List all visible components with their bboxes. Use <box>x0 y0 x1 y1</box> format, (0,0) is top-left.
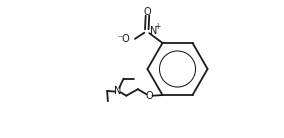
Text: O: O <box>144 6 151 17</box>
Text: O: O <box>146 91 153 101</box>
Text: N: N <box>114 86 122 96</box>
Text: ⁻O: ⁻O <box>118 34 130 44</box>
Text: +: + <box>154 22 161 31</box>
Text: N: N <box>150 26 157 36</box>
